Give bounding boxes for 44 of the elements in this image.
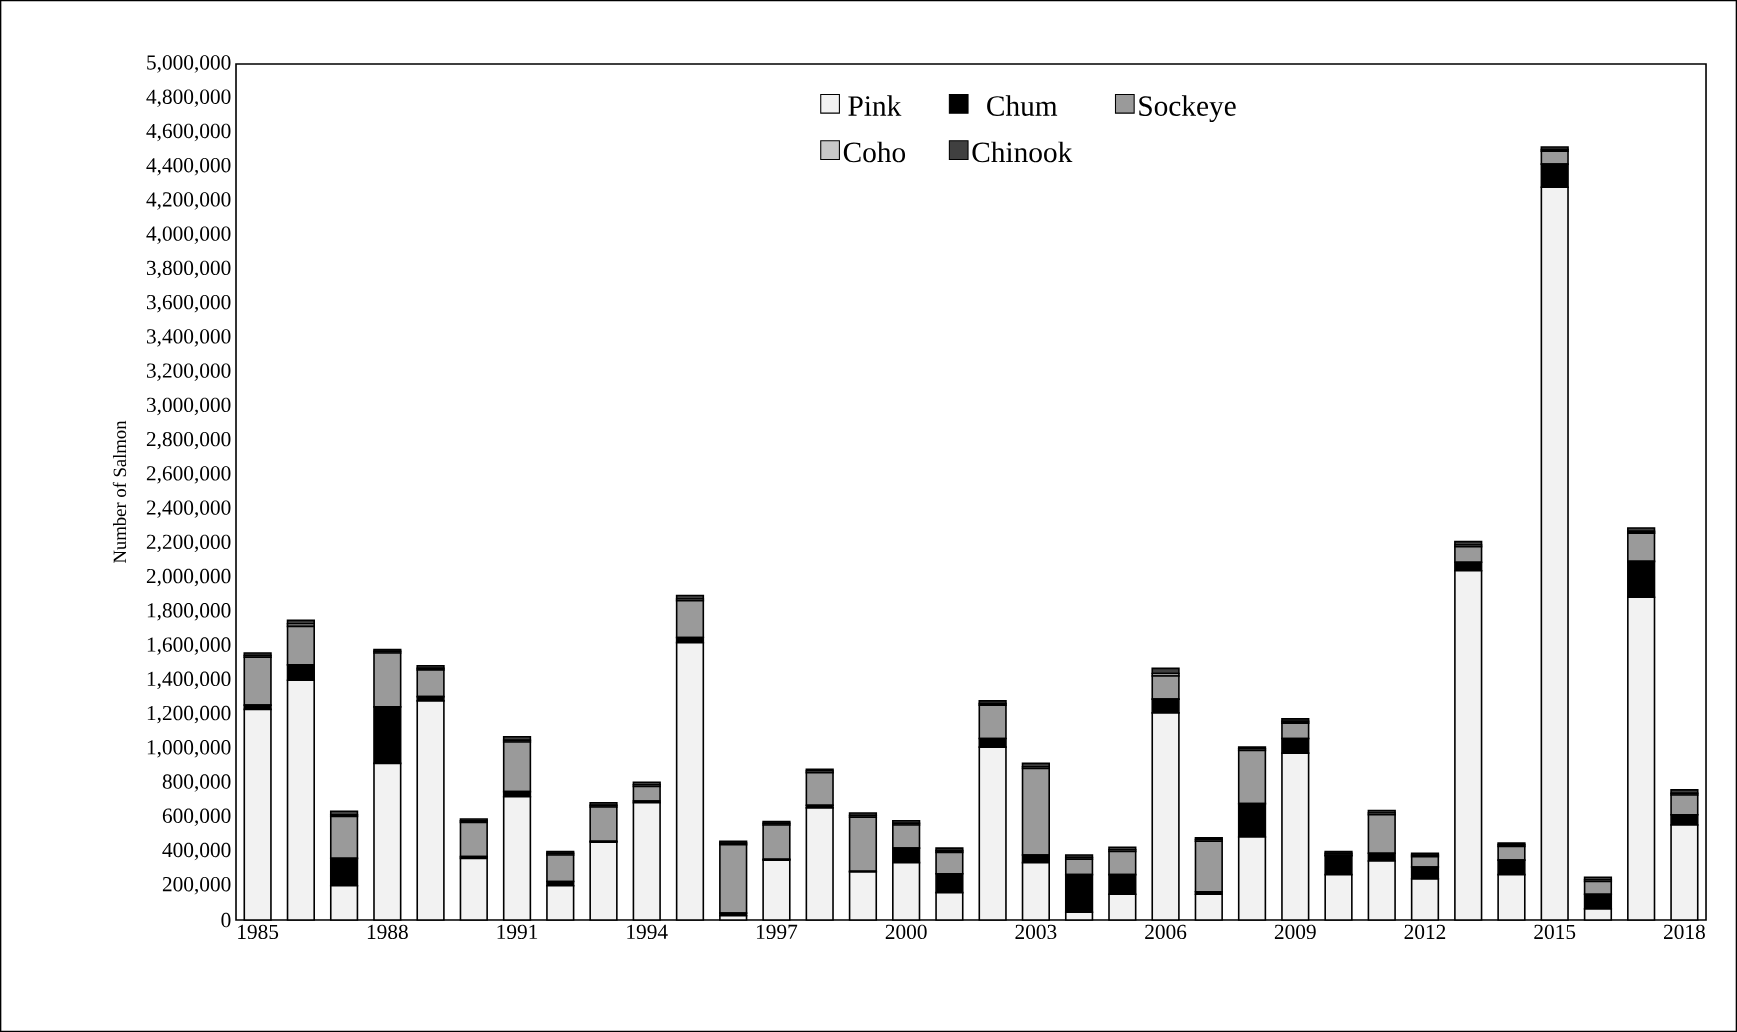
- legend-label: Sockeye: [1139, 95, 1236, 122]
- y-tick-label: 4,200,000: [146, 192, 231, 210]
- y-tick-label: 2,800,000: [146, 431, 231, 450]
- legend-label: Chum: [987, 95, 1058, 116]
- y-tick-label: 1,600,000: [147, 637, 231, 655]
- x-tick-label: 2015: [1534, 924, 1576, 940]
- x-tick-label: 1991: [497, 924, 538, 940]
- y-tick-label: 600,000: [162, 808, 231, 827]
- x-tick-label: 2003: [1015, 924, 1057, 940]
- y-tick-label: 2,600,000: [146, 466, 231, 484]
- x-tick-label: 2009: [1274, 924, 1316, 940]
- x-tick-label: 1985: [238, 924, 279, 940]
- y-tick-label: 4,600,000: [146, 123, 231, 142]
- y-tick-label: 400,000: [162, 842, 231, 861]
- y-axis-title: Number of Salmon: [112, 420, 127, 563]
- y-tick-label: 3,800,000: [146, 260, 231, 279]
- x-tick-label: 1988: [367, 924, 408, 940]
- x-tick-label: 1997: [757, 924, 798, 940]
- y-tick-label: 3,400,000: [146, 329, 231, 347]
- y-tick-label: 5,000,000: [147, 55, 231, 73]
- y-tick-label: 4,800,000: [146, 89, 231, 107]
- y-tick-label: 200,000: [162, 877, 231, 895]
- legend-label: Pink: [848, 95, 902, 116]
- x-tick-label: 2000: [885, 924, 927, 940]
- y-tick-label: 800,000: [162, 774, 231, 792]
- x-tick-label: 2018: [1664, 924, 1705, 940]
- y-tick-label: 1,200,000: [147, 705, 231, 724]
- y-tick-label: 3,600,000: [146, 294, 231, 313]
- y-tick-label: 4,400,000: [146, 157, 231, 176]
- x-tick-label: 2006: [1145, 924, 1187, 940]
- y-tick-label: 4,000,000: [146, 226, 231, 244]
- y-tick-label: 2,200,000: [146, 534, 231, 553]
- y-tick-label: 0: [221, 912, 231, 928]
- y-tick-label: 1,400,000: [147, 671, 231, 690]
- legend-label: Chinook: [972, 141, 1073, 163]
- y-tick-label: 3,200,000: [146, 363, 231, 381]
- y-tick-label: 2,400,000: [146, 500, 231, 518]
- y-tick-label: 1,000,000: [147, 740, 231, 758]
- x-tick-label: 2012: [1404, 924, 1446, 940]
- y-tick-label: 3,000,000: [146, 397, 231, 416]
- y-tick-label: 1,800,000: [147, 603, 231, 621]
- y-tick-label: 2,000,000: [146, 568, 231, 587]
- x-tick-label: 1994: [627, 924, 668, 940]
- legend-label: Coho: [843, 141, 906, 163]
